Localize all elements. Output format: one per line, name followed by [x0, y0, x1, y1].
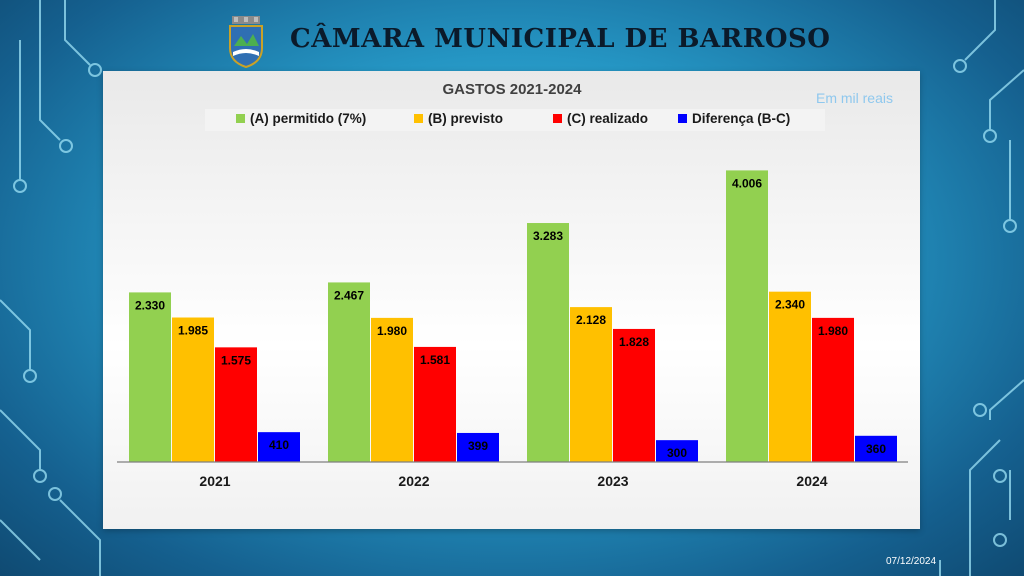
legend-label-realizado: (C) realizado: [567, 111, 648, 126]
bar-realizado-2022: [414, 346, 456, 462]
unit-note: Em mil reais: [816, 90, 893, 106]
x-tick-label-2024: 2024: [796, 473, 827, 489]
bar-chart: GASTOS 2021-2024 Em mil reais (A) permit…: [117, 81, 908, 489]
legend-background: [205, 109, 825, 131]
bar-realizado-2021: [215, 347, 257, 462]
legend-swatch-previsto: [414, 114, 423, 123]
x-tick-label-2023: 2023: [597, 473, 628, 489]
legend-swatch-realizado: [553, 114, 562, 123]
bar-diferenca-2024: [855, 435, 897, 462]
data-label-previsto-2023: 2.128: [576, 313, 606, 327]
bar-permitido-2023: [527, 223, 569, 462]
bar-diferenca-2023: [656, 440, 698, 462]
page-title: CÂMARA MUNICIPAL DE BARROSO: [290, 24, 831, 54]
x-tick-label-2022: 2022: [398, 473, 429, 489]
legend-swatch-permitido: [236, 114, 245, 123]
municipal-crest-icon: [229, 16, 263, 68]
bar-permitido-2024: [726, 170, 768, 463]
chart-title: GASTOS 2021-2024: [443, 81, 583, 98]
bar-previsto-2024: [769, 291, 811, 462]
bar-permitido-2022: [328, 282, 370, 462]
data-label-previsto-2021: 1.985: [178, 324, 208, 338]
legend-swatch-diferenca: [678, 114, 687, 123]
bar-previsto-2021: [172, 317, 214, 462]
data-label-permitido-2022: 2.467: [334, 288, 364, 302]
data-label-previsto-2024: 2.340: [775, 298, 805, 312]
bar-permitido-2021: [129, 292, 171, 462]
bar-realizado-2023: [613, 328, 655, 462]
x-axis-ticks: 2021 2022 2023 2024: [199, 473, 827, 489]
legend-label-previsto: (B) previsto: [428, 111, 503, 126]
header: CÂMARA MUNICIPAL DE BARROSO: [0, 12, 1024, 72]
data-label-permitido-2023: 3.283: [533, 229, 563, 243]
data-label-realizado-2024: 1.980: [818, 324, 848, 338]
bar-previsto-2022: [371, 317, 413, 462]
data-label-permitido-2021: 2.330: [135, 298, 165, 312]
data-label-realizado-2022: 1.581: [420, 353, 450, 367]
data-label-permitido-2024: 4.006: [732, 176, 762, 190]
chart-panel: GASTOS 2021-2024 Em mil reais (A) permit…: [103, 71, 920, 529]
data-label-diferenca-2024: 360: [866, 442, 886, 456]
data-label-realizado-2021: 1.575: [221, 353, 251, 367]
data-label-diferenca-2023: 300: [667, 446, 687, 460]
slide-date: 07/12/2024: [886, 556, 937, 567]
x-tick-label-2021: 2021: [199, 473, 230, 489]
bar-diferenca-2021: [258, 432, 300, 462]
data-label-diferenca-2021: 410: [269, 438, 289, 452]
legend-label-permitido: (A) permitido (7%): [250, 111, 366, 126]
legend-label-diferenca: Diferença (B-C): [692, 111, 790, 126]
bar-realizado-2024: [812, 317, 854, 462]
bar-previsto-2023: [570, 307, 612, 462]
data-label-previsto-2022: 1.980: [377, 324, 407, 338]
bar-diferenca-2022: [457, 432, 499, 462]
bars: 2.330 1.985 1.575 410 2.467 1.980 1.581 399 3.28…: [129, 170, 897, 463]
legend: (A) permitido (7%) (B) previsto (C) realiz…: [236, 111, 790, 126]
data-label-diferenca-2022: 399: [468, 439, 488, 453]
data-label-realizado-2023: 1.828: [619, 335, 649, 349]
